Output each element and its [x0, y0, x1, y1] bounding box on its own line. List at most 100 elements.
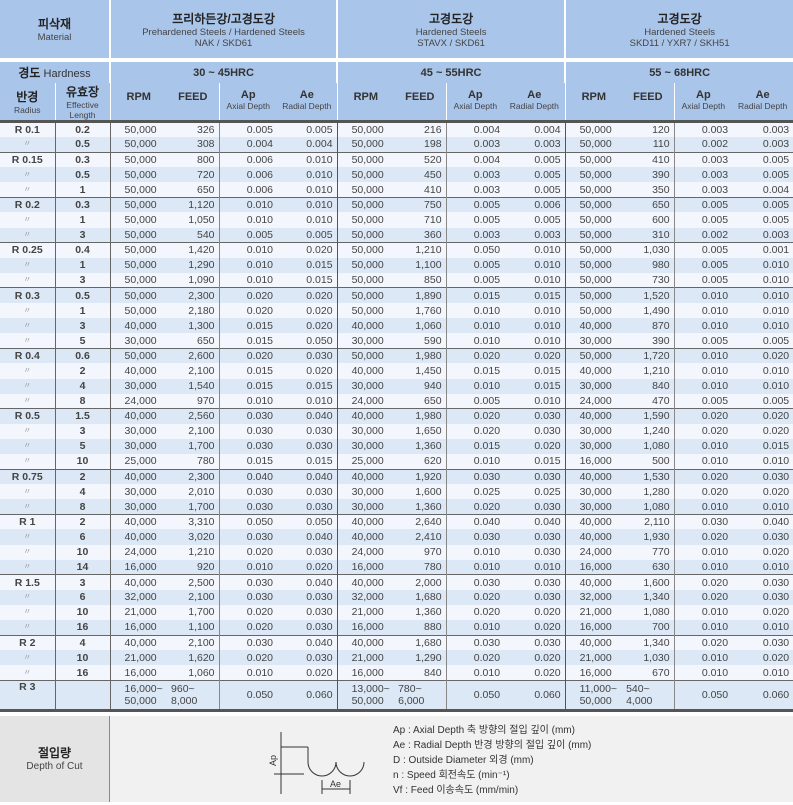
material-group-2: 고경도강 Hardened Steels STAVX / SKD61: [337, 0, 567, 58]
table-row: R 1.5 3 40,000 2,500 0.030 0.040 40,000 2,000 0.…: [0, 574, 793, 590]
legend-item: n : Speed 회전속도 (min⁻¹): [393, 770, 510, 781]
rpm-cell: 40,000: [110, 408, 168, 424]
ap-cell: 0.030: [219, 634, 278, 651]
ap-cell: 0.030: [219, 589, 278, 605]
rpm-cell: 40,000: [337, 318, 395, 334]
rpm-cell: 50,000: [337, 121, 395, 137]
length-cell: 6: [55, 589, 111, 605]
ap-cell: 0.010: [446, 453, 505, 470]
ap-cell: 0.003: [446, 167, 505, 183]
table-row-r3: R 3 16,000~ 50,000 960~ 8,000 0.050 0.060 13,00…: [0, 679, 793, 712]
rpm-cell: 30,000: [565, 438, 623, 454]
feed-cell: 1,030: [622, 242, 675, 258]
ae-cell: 0.010: [504, 559, 566, 575]
ap-cell: 0.002: [674, 137, 733, 153]
length-cell: 10: [55, 453, 111, 470]
radius-cell: R 0.2: [0, 196, 56, 213]
feed-cell: 1,720: [622, 347, 675, 364]
ae-cell: 0.005: [504, 212, 566, 228]
length-cell: 3: [55, 318, 111, 334]
ae-cell: 0.020: [504, 604, 566, 620]
length-cell: 14: [55, 559, 111, 575]
table-row: R 0.75 2 40,000 2,300 0.040 0.040 40,000 1,920 0…: [0, 468, 793, 485]
ae-cell: 0.030: [732, 529, 793, 545]
ae-cell: 0.005: [277, 121, 338, 137]
ap-cell: 0.015: [219, 318, 278, 334]
ap-cell: 0.010: [674, 287, 733, 304]
ae-cell: 0.010: [732, 363, 793, 379]
ae-cell: 0.015: [277, 453, 338, 470]
ae-cell: 0.010: [504, 333, 566, 349]
rpm-cell: 16,000: [337, 559, 395, 575]
ap-cell: 0.030: [219, 423, 278, 439]
legend-item: Ap : Axial Depth 축 방향의 절입 깊이 (mm): [393, 725, 575, 736]
ae-cell: 0.030: [504, 634, 566, 651]
table-body: R 0.1 0.2 50,000 326 0.005 0.005 50,000 216 0.00…: [0, 121, 793, 712]
radius-cell: 〃: [0, 272, 56, 288]
ae-cell: 0.010: [504, 272, 566, 288]
ap-cell: 0.015: [219, 363, 278, 379]
feed-cell: 800: [167, 151, 220, 168]
ae-cell: 0.025: [504, 484, 566, 500]
hardness-label: 경도 Hardness: [0, 62, 112, 83]
ae-cell: 0.015: [504, 363, 566, 379]
cutting-conditions-table: 피삭재 Material 프리하든강/고경도강 Prehardened Stee…: [0, 0, 793, 712]
length-cell: 1.5: [55, 408, 111, 424]
radius-cell: 〃: [0, 544, 56, 560]
feed-cell: 1,340: [622, 589, 675, 605]
rpm-cell: 50,000: [110, 257, 168, 273]
rpm-cell: 40,000: [110, 318, 168, 334]
feed-cell: 1,760: [394, 303, 447, 319]
ae-cell: 0.030: [504, 499, 566, 515]
ae-cell: 0.030: [732, 574, 793, 590]
feed-cell: 1,300: [167, 318, 220, 334]
feed-cell: 120: [622, 121, 675, 137]
ae-cell: 0.010: [277, 393, 338, 409]
ae-cell: 0.010: [277, 196, 338, 213]
feed-cell: 1,210: [622, 363, 675, 379]
ap-cell: 0.050: [674, 679, 733, 712]
rpm-cell: 50,000: [565, 287, 623, 304]
feed-cell: 710: [394, 212, 447, 228]
feed-cell: 216: [394, 121, 447, 137]
legend: Ap : Axial Depth 축 방향의 절입 깊이 (mm) Ae : Ra…: [393, 723, 591, 798]
ap-cell: 0.020: [446, 589, 505, 605]
length-cell: 1: [55, 303, 111, 319]
ap-cell: 0.005: [446, 196, 505, 213]
ap-cell: 0.003: [446, 227, 505, 243]
ap-cell: 0.030: [219, 499, 278, 515]
feed-cell: 3,310: [167, 513, 220, 530]
ae-cell: 0.030: [732, 468, 793, 485]
rpm-cell: 50,000: [565, 151, 623, 168]
table-row: 〃 0.5 50,000 308 0.004 0.004 50,000 198 0.003 0.0…: [0, 137, 793, 153]
ae-cell: 0.005: [732, 196, 793, 213]
ae-cell: 0.010: [732, 559, 793, 575]
feed-cell: 1,060: [167, 665, 220, 681]
ae-cell: 0.050: [277, 333, 338, 349]
feed-cell: 1,540: [167, 378, 220, 394]
rpm-cell: 50,000: [110, 227, 168, 243]
radius-cell: 〃: [0, 227, 56, 243]
ae-cell: 0.040: [277, 634, 338, 651]
feed-cell: 1,340: [622, 634, 675, 651]
ap-cell: 0.020: [674, 468, 733, 485]
rpm-cell: 50,000: [565, 242, 623, 258]
ap-cell: 0.020: [674, 589, 733, 605]
ap-cell: 0.010: [674, 499, 733, 515]
col-header-ap: Ap Axial Depth: [219, 83, 278, 123]
feed-cell: 600: [622, 212, 675, 228]
radius-cell: R 0.25: [0, 242, 56, 258]
length-cell: 6: [55, 529, 111, 545]
radius-cell: R 0.3: [0, 287, 56, 304]
ap-cell: 0.010: [674, 378, 733, 394]
rpm-cell: 40,000: [337, 408, 395, 424]
table-row: 〃 5 30,000 650 0.015 0.050 30,000 590 0.010 0.010…: [0, 333, 793, 349]
ap-cell: 0.030: [674, 513, 733, 530]
ae-cell: 0.010: [732, 665, 793, 681]
ap-cell: 0.020: [446, 408, 505, 424]
table-row: 〃 1 50,000 2,180 0.020 0.020 50,000 1,760 0.010 0…: [0, 303, 793, 319]
hardness-value: 30 ~ 45HRC: [110, 62, 339, 83]
ap-cell: 0.050: [446, 242, 505, 258]
ae-cell: 0.010: [504, 318, 566, 334]
rpm-cell: 25,000: [110, 453, 168, 470]
